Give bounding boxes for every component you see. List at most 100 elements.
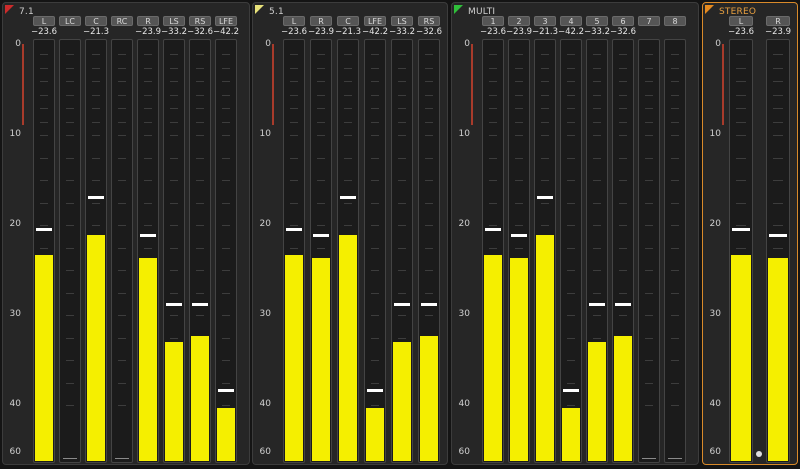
- peak-hold-marker: [732, 227, 750, 231]
- meter-tick: [773, 247, 783, 249]
- meter-tick: [196, 67, 204, 69]
- meter-tick: [170, 315, 178, 316]
- meter-tick: [66, 157, 74, 159]
- channel-label-button[interactable]: R: [137, 16, 159, 26]
- peak-hold-marker: [769, 234, 787, 237]
- meter-tick: [118, 247, 126, 249]
- channel-label-button[interactable]: R: [310, 16, 332, 26]
- channel-label-button[interactable]: 3: [534, 16, 556, 26]
- meter-tick: [222, 180, 230, 181]
- channel-label-button[interactable]: L: [283, 16, 305, 26]
- level-fill: [562, 408, 580, 461]
- meter-tick: [196, 270, 204, 271]
- scale-label: 40: [458, 399, 470, 409]
- scale-label: 60: [9, 447, 21, 457]
- channel-label-button[interactable]: 6: [612, 16, 634, 26]
- channel-label-button[interactable]: RS: [189, 16, 211, 26]
- meter-tick: [593, 292, 601, 294]
- channel-level-readout: −33.2: [160, 27, 188, 37]
- meter-tick: [645, 225, 653, 226]
- channel-label-button[interactable]: C: [85, 16, 107, 26]
- meter-tick: [317, 67, 325, 69]
- meter-tick: [290, 67, 298, 69]
- meter-tick: [66, 121, 74, 123]
- meter-tick: [222, 94, 230, 96]
- meter-tick: [290, 121, 298, 123]
- meter-bar: [59, 39, 81, 463]
- channel-label-button[interactable]: 1: [482, 16, 504, 26]
- channel-label-button[interactable]: LC: [59, 16, 81, 26]
- meter-panel-1[interactable]: 5.1 0 10 20 30 40 60 L −23.6 R −23.9 C −21.3 LFE −42.2…: [252, 2, 448, 465]
- meter-tick: [144, 67, 152, 69]
- meter-tick: [425, 180, 433, 181]
- meter-tick: [489, 157, 497, 159]
- channel-level-readout: −23.6: [727, 27, 755, 37]
- channel-label-button[interactable]: 4: [560, 16, 582, 26]
- meter-panel-3[interactable]: STEREO 0 10 20 30 40 60 L −23.6 R −23.9: [702, 2, 798, 465]
- resize-handle-icon[interactable]: [756, 451, 762, 457]
- channel-meter-5: 5 −33.2: [584, 3, 610, 464]
- meter-tick: [736, 121, 746, 123]
- level-fill: [339, 234, 357, 461]
- meter-tick: [118, 405, 126, 406]
- meter-bar: [163, 39, 185, 463]
- meter-tick: [645, 360, 653, 361]
- meter-tick: [619, 270, 627, 271]
- channel-meter-rs: RS −32.6: [416, 3, 442, 464]
- channel-label-button[interactable]: LS: [163, 16, 185, 26]
- meter-tick: [567, 292, 575, 294]
- meter-tick: [290, 225, 298, 226]
- meter-panel-2[interactable]: MULTI 0 10 20 30 40 60 1 −23.6 2 −23.9 3 −21.3 4 −42.2…: [451, 2, 699, 465]
- meter-tick: [671, 202, 679, 204]
- meter-tick: [40, 135, 48, 136]
- meter-tick: [736, 247, 746, 249]
- channel-label-button[interactable]: L: [33, 16, 55, 26]
- meter-tick: [671, 54, 679, 55]
- meter-bar: [189, 39, 211, 463]
- meter-tick: [567, 270, 575, 271]
- meter-tick: [489, 121, 497, 123]
- channel-level-readout: −32.6: [186, 27, 214, 37]
- scale-label: 20: [458, 219, 470, 229]
- meter-tick: [317, 247, 325, 249]
- meter-tick: [671, 81, 679, 82]
- channel-label-button[interactable]: C: [337, 16, 359, 26]
- channel-label-button[interactable]: L: [729, 16, 753, 26]
- channel-label-button[interactable]: 8: [664, 16, 686, 26]
- meter-tick: [736, 108, 746, 109]
- channel-label-button[interactable]: 7: [638, 16, 660, 26]
- meter-tick: [645, 270, 653, 271]
- meter-tick: [593, 157, 601, 159]
- channel-level-readout: −33.2: [388, 27, 416, 37]
- channel-label-button[interactable]: 5: [586, 16, 608, 26]
- channel-meter-r: R −23.9: [135, 3, 161, 464]
- channel-label-button[interactable]: LFE: [364, 16, 386, 26]
- meter-tick: [290, 202, 298, 204]
- meter-bar: [482, 39, 504, 463]
- meter-bar: [137, 39, 159, 463]
- channel-label-button[interactable]: RS: [418, 16, 440, 26]
- meter-tick: [515, 247, 523, 249]
- channel-meter-c: C −21.3: [83, 3, 109, 464]
- channel-label-button[interactable]: LS: [391, 16, 413, 26]
- meter-tick: [671, 337, 679, 339]
- meter-panel-0[interactable]: 7.1 0 10 20 30 40 60 L −23.6 LC C −21.3 RC R −23.9 LS −3…: [2, 2, 250, 465]
- channel-label-button[interactable]: LFE: [215, 16, 237, 26]
- scale-label: 30: [709, 309, 721, 319]
- meter-tick: [196, 315, 204, 316]
- channel-meter-lfe: LFE −42.2: [362, 3, 388, 464]
- peak-hold-marker: [218, 388, 234, 392]
- meter-floor: [642, 458, 656, 459]
- panel-title: 7.1: [19, 7, 34, 17]
- channel-label-button[interactable]: RC: [111, 16, 133, 26]
- meter-tick: [144, 180, 152, 181]
- meter-tick: [92, 94, 100, 96]
- headroom-marker: [22, 44, 24, 125]
- meter-tick: [773, 225, 783, 226]
- meter-tick: [144, 225, 152, 226]
- meter-tick: [398, 157, 406, 159]
- db-scale: 0 10 20 30 40 60: [253, 3, 275, 464]
- channel-label-button[interactable]: R: [766, 16, 790, 26]
- channel-label-button[interactable]: 2: [508, 16, 530, 26]
- meter-tick: [222, 337, 230, 339]
